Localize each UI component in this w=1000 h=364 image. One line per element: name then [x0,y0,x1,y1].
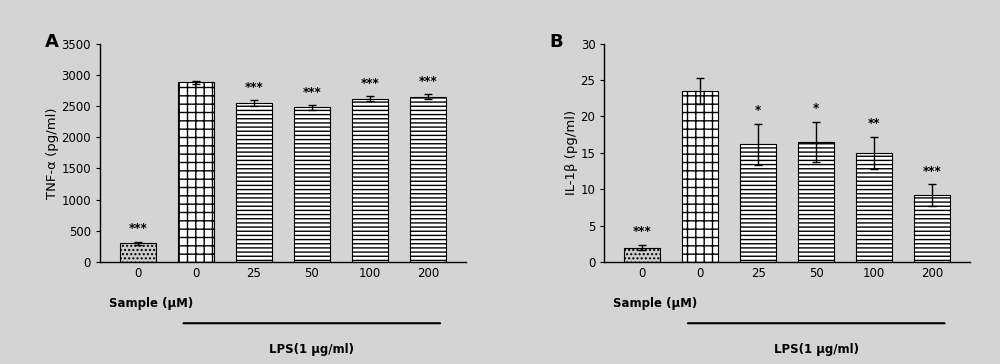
Text: *: * [813,102,819,115]
Bar [624,248,660,262]
Text: A: A [45,33,59,51]
Text: Sample (μM): Sample (μM) [109,297,193,310]
Bar [120,244,156,262]
Text: ***: *** [418,75,437,88]
Bar [682,91,718,262]
Bar [352,99,388,262]
Bar [914,195,950,262]
Text: ***: *** [302,86,321,99]
Text: Sample (μM): Sample (μM) [613,297,697,310]
Bar [294,107,330,262]
Text: B: B [550,33,563,51]
Text: LPS(1 μg/ml): LPS(1 μg/ml) [269,343,354,356]
Bar [740,144,776,262]
Text: *: * [755,104,761,117]
Text: **: ** [868,117,881,130]
Text: ***: *** [923,165,942,178]
Text: ***: *** [360,77,379,90]
Text: ***: *** [633,225,652,238]
Text: LPS(1 μg/ml): LPS(1 μg/ml) [774,343,859,356]
Y-axis label: TNF-α (pg/ml): TNF-α (pg/ml) [46,107,59,199]
Text: ***: *** [244,80,263,94]
Y-axis label: IL-1β (pg/ml): IL-1β (pg/ml) [565,110,578,195]
Bar [178,82,214,262]
Bar [798,142,834,262]
Bar [410,97,446,262]
Bar [856,153,892,262]
Bar [236,103,272,262]
Text: ***: *** [128,222,147,235]
